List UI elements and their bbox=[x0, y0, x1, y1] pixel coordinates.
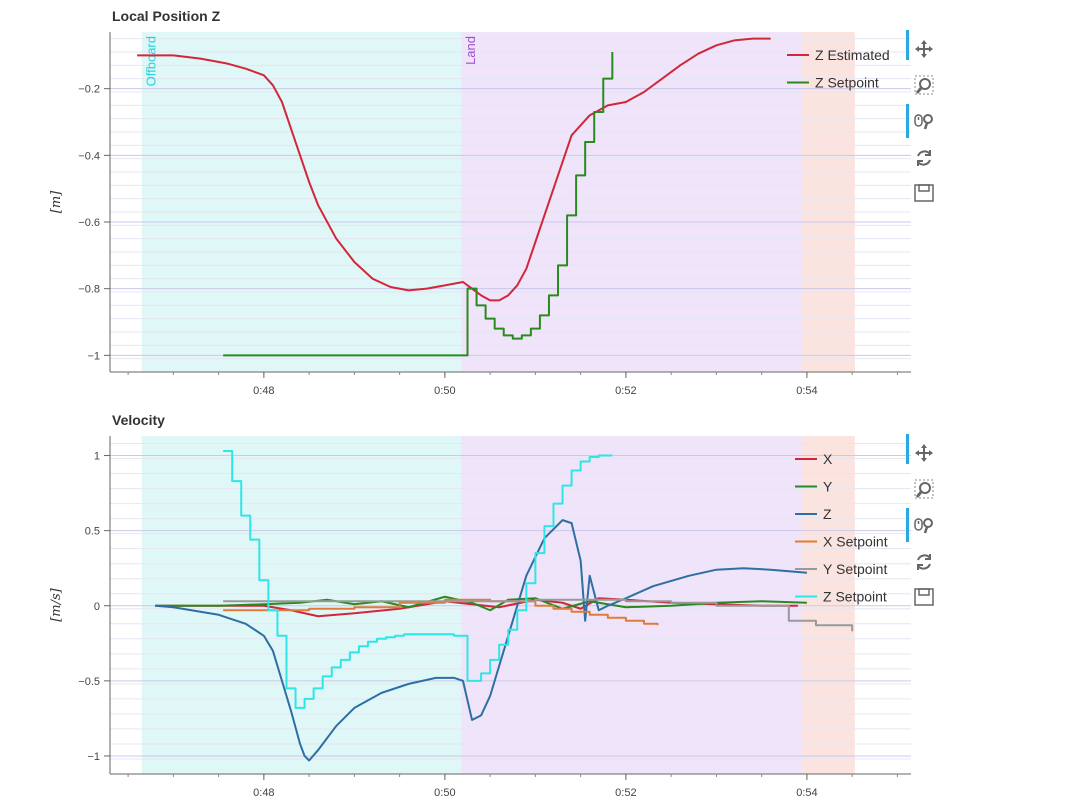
x-tick-label: 0:54 bbox=[796, 385, 817, 397]
y-tick-label: 0.5 bbox=[85, 526, 100, 538]
legend-entry: Z Estimated bbox=[815, 47, 890, 63]
legend-entry: Y Setpoint bbox=[823, 561, 887, 577]
y-tick-label: −0.4 bbox=[78, 150, 100, 162]
x-tick-label: 0:50 bbox=[434, 787, 455, 799]
reset-icon[interactable] bbox=[913, 147, 935, 169]
save-icon[interactable] bbox=[913, 182, 935, 204]
y-tick-label: −0.8 bbox=[78, 284, 100, 296]
x-tick-label: 0:50 bbox=[434, 385, 455, 397]
box-zoom-icon[interactable] bbox=[913, 478, 935, 500]
legend-entry: Z bbox=[823, 506, 832, 522]
save-icon[interactable] bbox=[913, 586, 935, 608]
box-zoom-icon[interactable] bbox=[913, 74, 935, 96]
legend-entry: Z Setpoint bbox=[815, 75, 879, 91]
region-label-offboard: Offboard bbox=[144, 36, 159, 86]
legend-entry: X Setpoint bbox=[823, 534, 888, 550]
active-tool-indicator bbox=[906, 104, 909, 138]
toolbar-velocity-plot bbox=[905, 434, 945, 624]
x-tick-label: 0:52 bbox=[615, 787, 636, 799]
active-tool-indicator bbox=[906, 508, 909, 542]
x-tick-label: 0:48 bbox=[253, 787, 274, 799]
plot-panel-0: −0.2 −0.4 −0.6 −0.8 −1 0:48 0:50 0:52 0:54 Offboa… bbox=[49, 8, 911, 397]
wheel-zoom-icon[interactable] bbox=[913, 514, 935, 536]
series-line-z-setpoint bbox=[223, 450, 613, 709]
y-tick-label: 0 bbox=[94, 601, 100, 613]
toolbar-position-plot bbox=[905, 30, 945, 220]
legend-entry: X bbox=[823, 451, 833, 467]
region-end bbox=[802, 436, 855, 774]
region-label-land: Land bbox=[463, 36, 478, 65]
legend-entry: Z Setpoint bbox=[823, 589, 887, 605]
y-axis-label: [m] bbox=[49, 190, 64, 213]
wheel-zoom-icon[interactable] bbox=[913, 110, 935, 132]
series-line-z-setpoint bbox=[223, 52, 614, 357]
series-line-y bbox=[155, 595, 807, 612]
x-tick-label: 0:52 bbox=[615, 385, 636, 397]
y-axis-label: [m/s] bbox=[49, 587, 64, 621]
y-tick-label: −0.2 bbox=[78, 84, 100, 96]
x-tick-label: 0:48 bbox=[253, 385, 274, 397]
series-line-z bbox=[155, 519, 807, 762]
series-line-x-setpoint bbox=[223, 598, 659, 626]
y-tick-label: 1 bbox=[94, 451, 100, 463]
chart-title: Velocity bbox=[112, 412, 165, 428]
y-tick-label: −0.6 bbox=[78, 217, 100, 229]
y-tick-label: −1 bbox=[87, 751, 100, 763]
active-tool-indicator bbox=[906, 434, 909, 464]
y-tick-label: −1 bbox=[87, 350, 100, 362]
active-tool-indicator bbox=[906, 30, 909, 60]
region-land bbox=[461, 32, 803, 372]
region-offboard bbox=[141, 32, 462, 372]
series-line-y-setpoint bbox=[223, 598, 854, 632]
pan-icon[interactable] bbox=[913, 442, 935, 464]
plot-panel-1: 1 0.5 0 −0.5 −1 0:48 0:50 0:52 0:54 Velocity [m/s]… bbox=[49, 412, 911, 799]
y-tick-label: −0.5 bbox=[78, 676, 100, 688]
reset-icon[interactable] bbox=[913, 551, 935, 573]
pan-icon[interactable] bbox=[913, 38, 935, 60]
chart-title: Local Position Z bbox=[112, 8, 221, 24]
legend-entry: Y bbox=[823, 479, 833, 495]
x-tick-label: 0:54 bbox=[796, 787, 817, 799]
